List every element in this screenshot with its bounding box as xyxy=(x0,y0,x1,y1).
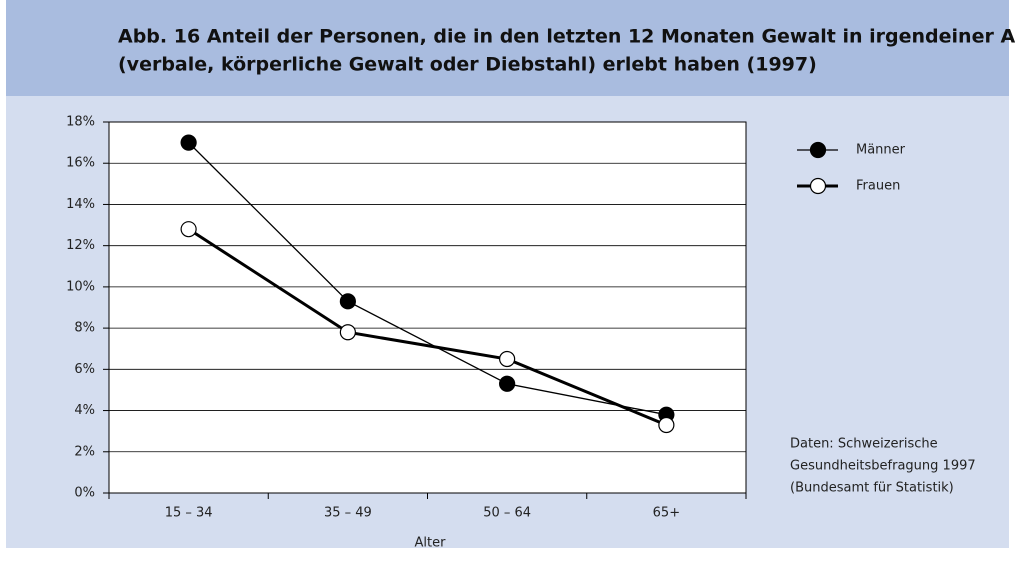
legend-marker xyxy=(809,177,827,195)
y-tick-label: 8% xyxy=(74,321,95,336)
source-note: Daten: Schweizerische xyxy=(790,437,938,452)
x-tick-label: 65+ xyxy=(653,506,680,521)
source-note: (Bundesamt für Statistik) xyxy=(790,481,954,496)
y-tick-label: 14% xyxy=(66,197,95,212)
series-line xyxy=(188,142,667,416)
y-tick-label: 10% xyxy=(66,279,95,294)
y-tick-label: 0% xyxy=(74,486,95,501)
x-tick-label: 35 – 49 xyxy=(324,506,372,521)
data-point xyxy=(180,221,197,238)
x-axis-label: Alter xyxy=(415,536,447,551)
data-point xyxy=(658,416,675,434)
y-tick-label: 16% xyxy=(66,156,95,171)
legend-label: Frauen xyxy=(856,179,900,194)
source-note: Gesundheitsbefragung 1997 xyxy=(790,459,976,474)
chart-title: Abb. 16 Anteil der Personen, die in den … xyxy=(118,26,1015,48)
series-line xyxy=(187,227,667,427)
data-point xyxy=(180,134,197,151)
y-tick-label: 18% xyxy=(66,115,95,130)
legend-label: Männer xyxy=(856,143,906,158)
header-band xyxy=(6,0,1009,96)
y-tick-label: 12% xyxy=(66,238,95,253)
y-tick-label: 4% xyxy=(74,403,95,418)
y-tick-label: 2% xyxy=(74,444,95,459)
y-tick-label: 6% xyxy=(74,362,95,377)
legend-marker xyxy=(809,141,827,159)
x-tick-label: 15 – 34 xyxy=(165,506,213,521)
data-point xyxy=(499,375,516,392)
data-point xyxy=(339,293,356,310)
data-point xyxy=(499,350,516,368)
x-tick-label: 50 – 64 xyxy=(483,506,531,521)
plot-area xyxy=(108,121,747,494)
data-point xyxy=(339,324,356,341)
chart-title: (verbale, körperliche Gewalt oder Diebst… xyxy=(118,54,817,76)
